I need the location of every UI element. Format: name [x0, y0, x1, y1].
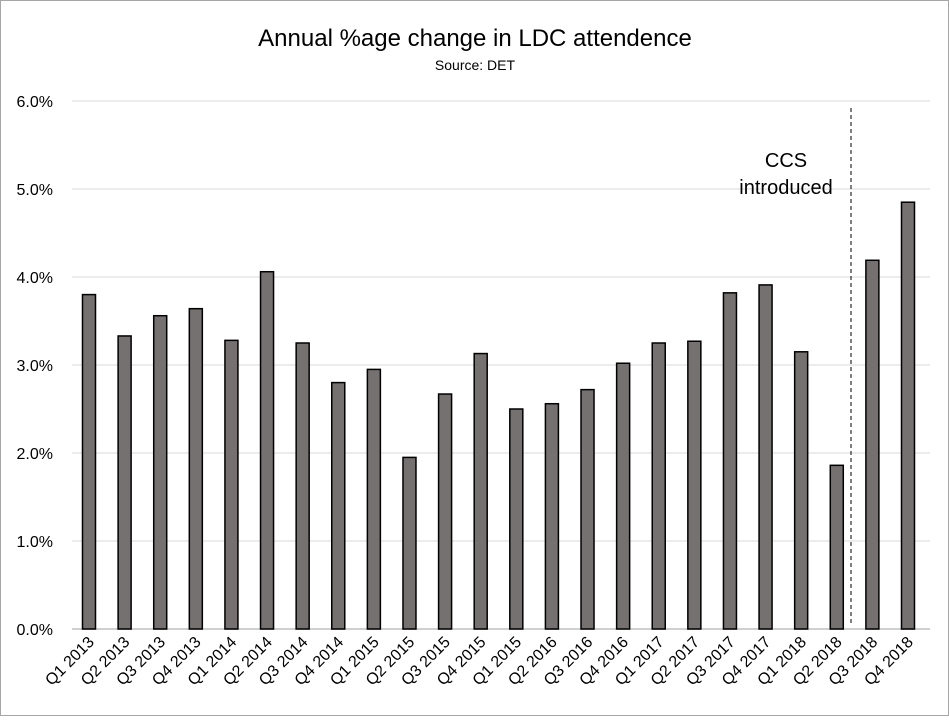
chart-subtitle: Source: DET: [435, 57, 516, 73]
y-tick-label: 1.0%: [17, 534, 53, 551]
bar: [544, 402, 560, 630]
bar: [366, 368, 382, 630]
chart-title: Annual %age change in LDC attendence: [258, 25, 692, 52]
bar: [865, 259, 880, 630]
bar: [437, 393, 453, 630]
bar: [81, 293, 97, 630]
bar: [473, 352, 488, 630]
bar: [402, 456, 417, 630]
bar: [509, 408, 524, 630]
y-tick-label: 2.0%: [17, 446, 53, 463]
bar: [224, 339, 239, 630]
bar: [900, 201, 916, 630]
y-tick-label: 4.0%: [17, 270, 53, 287]
bar: [829, 464, 845, 630]
bar: [117, 335, 132, 630]
bar: [580, 388, 595, 630]
bar: [651, 342, 666, 630]
y-tick-label: 3.0%: [17, 358, 53, 375]
bar: [615, 362, 631, 630]
bar: [687, 340, 702, 630]
y-tick-label: 5.0%: [17, 182, 53, 199]
bar: [722, 292, 738, 630]
bar: [295, 342, 310, 630]
annotation-line-2: introduced: [739, 177, 832, 199]
annotation-line-1: CCS: [765, 150, 807, 172]
bar: [793, 351, 809, 630]
y-tick-label: 0.0%: [17, 622, 53, 639]
y-tick-label: 6.0%: [17, 94, 53, 111]
bar: [259, 270, 275, 630]
bar: [152, 314, 168, 630]
bar: [331, 381, 346, 630]
bar: [188, 307, 204, 630]
bar: [758, 284, 773, 630]
